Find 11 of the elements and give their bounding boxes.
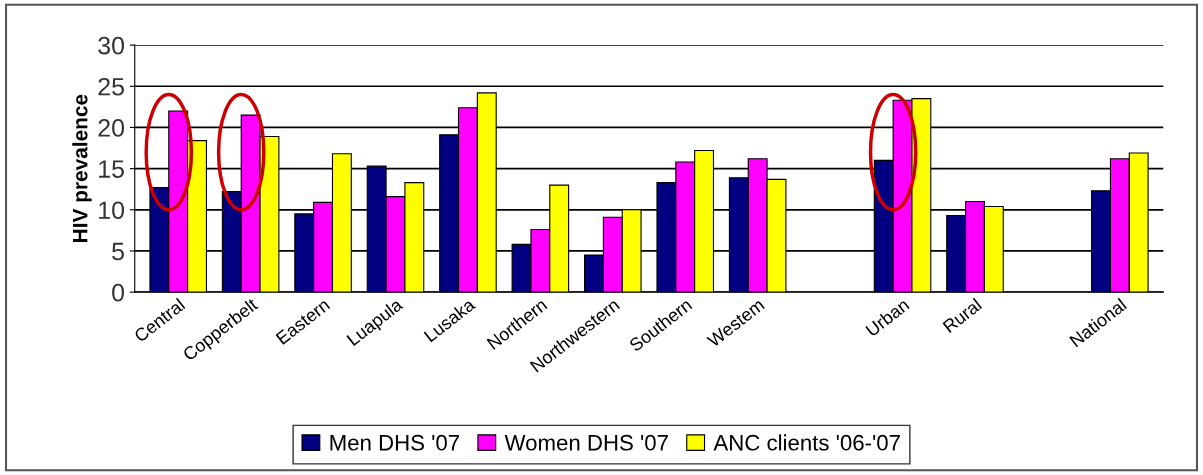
y-tick-label: 30 xyxy=(98,36,125,55)
y-axis-title: HIV prevalence xyxy=(72,94,92,242)
y-tick-label: 15 xyxy=(99,160,124,178)
y-tick-label: 25 xyxy=(98,77,124,96)
y-tick-label: 0 xyxy=(112,283,125,302)
legend-label: Men DHS '07 xyxy=(330,434,460,451)
y-tick-label: 20 xyxy=(98,119,125,137)
legend-label: Women DHS '07 xyxy=(504,434,668,451)
legend-label: ANC clients '06-'07 xyxy=(713,434,900,451)
y-tick-label: 10 xyxy=(99,201,125,220)
y-tick-label: 5 xyxy=(112,242,124,261)
